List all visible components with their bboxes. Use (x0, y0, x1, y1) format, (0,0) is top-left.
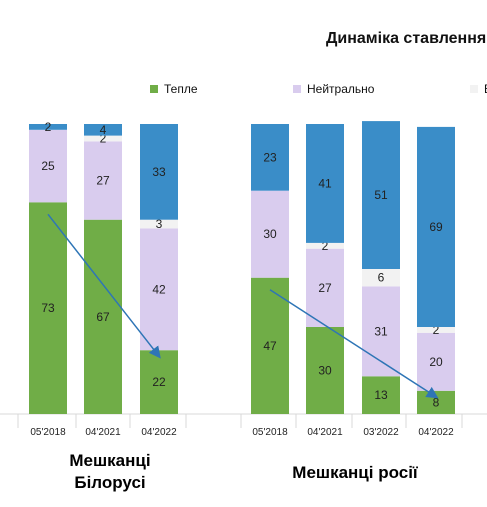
group-label-belarus: Мешканці Білорусі (40, 450, 180, 494)
data-label-neutral-g1-c0: 30 (263, 227, 277, 241)
group-label-belarus-line2: Білорусі (74, 473, 146, 492)
legend-swatch-third (470, 85, 478, 93)
trend-arrow-g1 (269, 289, 439, 399)
legend-label-third: В (484, 82, 487, 96)
data-label-negative-g0-c1: 4 (100, 123, 107, 137)
bar-segment-negative-g0-c1 (84, 124, 122, 136)
data-label-neutral-g0-c0: 25 (41, 159, 55, 173)
bar-segment-light-g0-c2 (140, 219, 178, 229)
group-label-belarus-line1: Мешканці (69, 451, 151, 470)
data-label-warm-g1-c2: 13 (374, 388, 388, 402)
bar-segment-negative-g0-c2 (140, 124, 178, 220)
legend-label-warm: Тепле (164, 82, 198, 96)
bar-segment-light-g1-c2 (362, 269, 400, 287)
legend-label-neutral: Нейтрально (307, 82, 375, 96)
legend-item-third: В (470, 82, 487, 96)
bar-segment-negative-g1-c0 (251, 124, 289, 191)
bar-segment-neutral-g1-c3 (417, 332, 455, 391)
data-label-warm-g1-c0: 47 (263, 339, 277, 353)
x-tick-label-g0-c0: 05'2018 (30, 427, 66, 438)
x-tick-label-g1-c3: 04'2022 (418, 427, 454, 438)
data-label-negative-g1-c1: 41 (318, 176, 332, 190)
bar-segment-negative-g1-c3 (417, 126, 455, 328)
data-label-neutral-g1-c3: 20 (429, 355, 443, 369)
bar-segment-warm-g0-c0 (29, 202, 67, 414)
data-label-negative-g1-c2: 51 (374, 188, 388, 202)
legend-swatch-neutral (293, 85, 301, 93)
legend-item-neutral: Нейтрально (293, 82, 374, 96)
data-label-neutral-g0-c2: 42 (152, 282, 166, 296)
data-label-light-g0-c2: 3 (156, 217, 163, 231)
bar-segment-neutral-g1-c1 (306, 248, 344, 327)
bar-segment-negative-g1-c1 (306, 124, 344, 243)
bar-segment-warm-g0-c2 (140, 350, 178, 414)
data-label-neutral-g0-c1: 27 (96, 174, 110, 188)
data-label-light-g1-c2: 6 (378, 271, 385, 285)
data-label-neutral-g1-c1: 27 (318, 281, 332, 295)
data-label-warm-g0-c0: 73 (41, 301, 55, 315)
bar-segment-neutral-g0-c1 (84, 141, 122, 220)
data-label-neutral-g1-c2: 31 (374, 324, 388, 338)
data-label-negative-g1-c3: 69 (429, 220, 443, 234)
group-label-russia: Мешканці росії (270, 462, 440, 484)
data-label-negative-g1-c0: 23 (263, 150, 277, 164)
data-label-warm-g0-c2: 22 (152, 375, 166, 389)
x-tick-label-g1-c0: 05'2018 (252, 427, 288, 438)
data-label-warm-g0-c1: 67 (96, 310, 110, 324)
bar-segment-warm-g1-c1 (306, 327, 344, 414)
chart-title: Динаміка ставлення (326, 30, 487, 47)
bar-segment-neutral-g0-c2 (140, 228, 178, 351)
bar-segment-warm-g1-c0 (251, 277, 289, 414)
data-label-light-g0-c1: 2 (100, 132, 107, 146)
x-tick-label-g0-c2: 04'2022 (141, 427, 177, 438)
data-label-light-g1-c1: 2 (322, 239, 329, 253)
bar-segment-light-g0-c1 (84, 135, 122, 142)
bar-segment-negative-g1-c2 (362, 121, 400, 269)
data-label-negative-g0-c0: 2 (45, 120, 52, 134)
x-tick-label-g1-c1: 04'2021 (307, 427, 343, 438)
bar-segment-negative-g0-c0 (29, 124, 67, 130)
group-label-russia-line1: Мешканці росії (292, 463, 418, 482)
data-label-negative-g0-c2: 33 (152, 165, 166, 179)
x-tick-label-g1-c2: 03'2022 (363, 427, 399, 438)
data-label-warm-g1-c3: 8 (433, 395, 440, 409)
bar-segment-light-g1-c1 (306, 242, 344, 249)
data-label-warm-g1-c1: 30 (318, 364, 332, 378)
bar-segment-neutral-g1-c0 (251, 190, 289, 278)
legend-swatch-warm (150, 85, 158, 93)
bar-segment-neutral-g0-c0 (29, 129, 67, 203)
bar-segment-warm-g0-c1 (84, 219, 122, 414)
data-label-light-g1-c3: 2 (433, 323, 440, 337)
legend-item-warm: Тепле (150, 82, 198, 96)
bar-segment-light-g1-c3 (417, 327, 455, 333)
trend-arrow-g0 (47, 213, 161, 359)
bar-segment-warm-g1-c2 (362, 376, 400, 414)
x-tick-label-g0-c1: 04'2021 (85, 427, 121, 438)
